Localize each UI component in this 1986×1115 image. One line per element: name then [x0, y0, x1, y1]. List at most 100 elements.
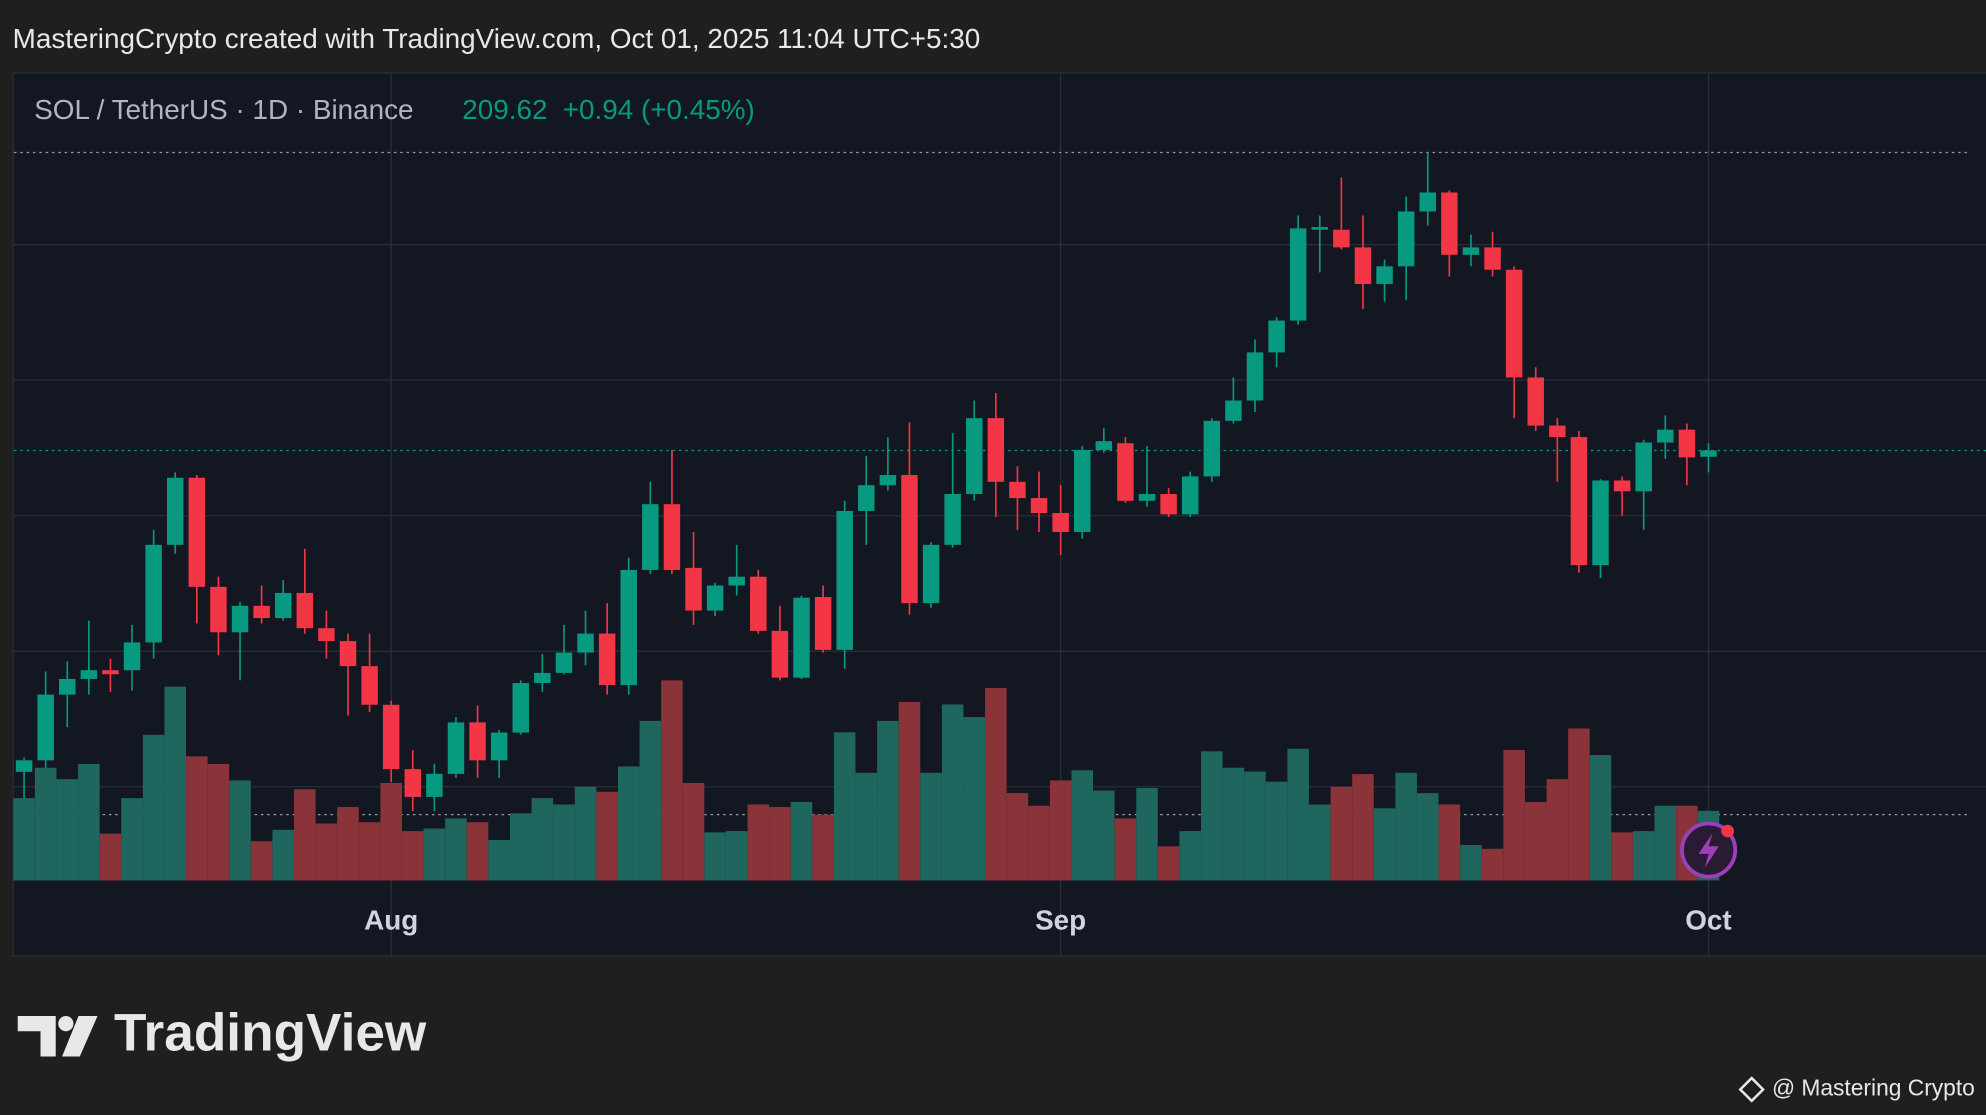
volume-bar — [488, 839, 510, 881]
brand-logo: TradingView — [17, 1003, 427, 1062]
volume-bar — [1611, 832, 1633, 881]
volume-bar — [337, 807, 359, 881]
candle-body — [1289, 228, 1307, 321]
volume-bar — [920, 772, 942, 881]
volume-bar — [985, 687, 1007, 881]
last-price: 209.62 — [462, 94, 547, 125]
volume-bar — [1093, 790, 1115, 881]
price-change: +0.94 (+0.45%) — [563, 94, 755, 125]
volume-bar — [272, 829, 294, 881]
candle-body — [59, 679, 76, 695]
candle-body — [296, 592, 314, 629]
candle-body — [750, 576, 767, 631]
volume-bar — [941, 704, 964, 881]
candle-body — [728, 576, 745, 586]
volume-bar — [1006, 793, 1029, 881]
volume-bar — [1028, 805, 1050, 881]
candle-body — [1073, 449, 1091, 532]
candle-body — [1311, 227, 1329, 230]
header-title: MasteringCrypto created with TradingView… — [13, 23, 981, 54]
candle-body — [37, 694, 54, 761]
candle-body — [534, 672, 551, 684]
candle-body — [987, 418, 1005, 482]
candle-body — [944, 494, 961, 545]
candle-body — [231, 605, 249, 633]
candle-body — [469, 722, 486, 761]
x-axis: Aug Sep Oct — [364, 905, 1732, 936]
candle-body — [188, 477, 206, 587]
candle-body — [901, 475, 918, 604]
volume-bar — [294, 789, 316, 881]
volume-bar — [1481, 848, 1504, 881]
candle-body — [253, 605, 270, 619]
candle-body — [1700, 450, 1717, 457]
candle-body — [1203, 420, 1221, 477]
volume-bar — [682, 782, 705, 881]
candle-body — [1570, 437, 1588, 566]
candle-body — [447, 722, 465, 774]
volume-bar — [402, 831, 424, 881]
volume-bar — [1049, 780, 1072, 881]
volume-bar — [1503, 750, 1525, 881]
candle-body — [102, 670, 119, 675]
volume-bar — [56, 779, 79, 881]
volume-bar — [769, 807, 791, 881]
volume-bar — [790, 801, 813, 881]
candle-body — [771, 630, 789, 678]
volume-bar — [445, 818, 467, 881]
volume-bar — [423, 828, 446, 881]
volume-bar — [725, 831, 748, 881]
candle-body — [1160, 494, 1177, 515]
volume-bar — [1265, 781, 1288, 881]
logo-mark — [17, 1016, 56, 1057]
volume-bar — [466, 822, 489, 881]
watermark-text: @ Mastering Crypto — [1772, 1074, 1975, 1100]
volume-bar — [963, 717, 986, 881]
volume-bar — [1071, 770, 1093, 881]
candle-body — [836, 510, 853, 650]
volume-bar — [531, 798, 554, 881]
candle-body — [685, 567, 702, 611]
x-tick-label: Sep — [1035, 905, 1086, 936]
watermark: @ Mastering Crypto — [1738, 1074, 1975, 1103]
volume-bar — [1244, 771, 1266, 881]
candle-body — [577, 633, 594, 653]
candle-body — [210, 586, 227, 633]
candle-body — [166, 477, 184, 545]
volume-bar — [78, 763, 100, 881]
volume-bar — [898, 701, 921, 881]
volume-bar — [509, 813, 532, 881]
volume-bar — [704, 832, 726, 881]
volume-bar — [1654, 805, 1677, 881]
candle-body — [404, 769, 422, 797]
brand-name: TradingView — [114, 1003, 427, 1062]
volume-bar — [1416, 793, 1439, 881]
candles — [15, 152, 1717, 812]
volume-bar — [1352, 774, 1374, 881]
candle-body — [1527, 377, 1544, 426]
candle-body — [318, 628, 335, 642]
candle-body — [339, 641, 357, 667]
alert-icon — [1680, 821, 1738, 879]
candle-body — [642, 504, 659, 570]
candle-body — [1030, 498, 1048, 513]
candle-body — [1635, 442, 1652, 492]
candle-body — [598, 633, 616, 686]
volume-bar — [833, 732, 856, 881]
volume-bar — [1157, 846, 1180, 881]
volume-bar — [596, 791, 618, 881]
volume-bar — [1287, 748, 1309, 881]
volume-bar — [1309, 804, 1331, 881]
x-tick-label: Aug — [364, 905, 418, 936]
logo-slash — [62, 1016, 98, 1057]
candle-body — [1397, 211, 1415, 267]
volume-bar — [855, 772, 878, 881]
volume-bar — [186, 756, 208, 881]
candle-body — [145, 544, 162, 643]
volume-bar — [1201, 751, 1223, 881]
candle-body — [1181, 476, 1199, 515]
candle-body — [858, 485, 875, 511]
candle-body — [706, 585, 724, 611]
volume-bar — [1330, 786, 1353, 881]
